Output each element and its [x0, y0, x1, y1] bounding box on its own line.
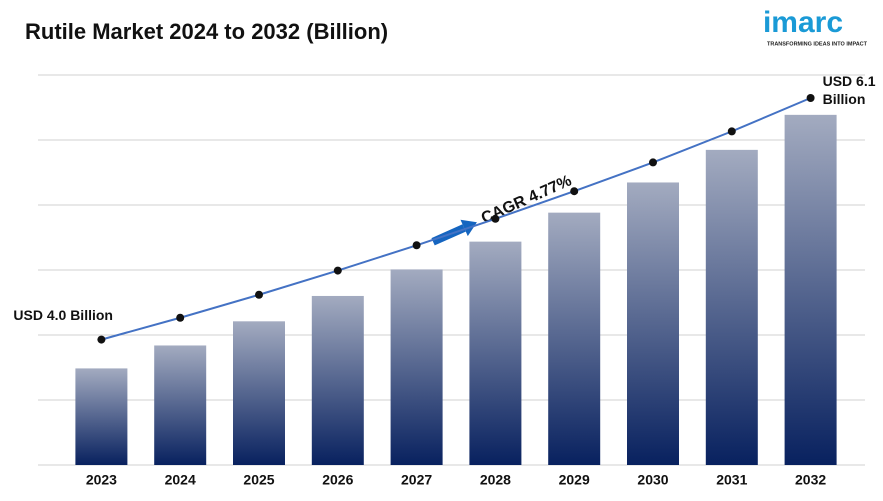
bar	[784, 114, 837, 465]
line-marker	[176, 313, 185, 322]
x-tick-label: 2025	[243, 472, 274, 488]
x-tick-label: 2028	[480, 472, 511, 488]
line-marker	[806, 94, 815, 103]
bar	[390, 269, 443, 465]
x-tick-label: 2023	[86, 472, 117, 488]
x-tick-label: 2030	[637, 472, 668, 488]
chart-title: Rutile Market 2024 to 2032 (Billion)	[25, 19, 388, 44]
line-marker	[649, 158, 657, 167]
bar	[154, 345, 207, 465]
line-marker	[570, 187, 579, 196]
x-tick-label: 2032	[795, 472, 826, 488]
bar	[548, 212, 601, 465]
logo-tagline: TRANSFORMING IDEAS INTO IMPACT	[767, 41, 868, 47]
trend-line	[101, 97, 811, 341]
bar	[311, 295, 364, 465]
line-marker	[412, 241, 421, 250]
bar	[75, 368, 128, 465]
bar	[705, 149, 758, 465]
bar	[233, 321, 285, 465]
line-marker	[97, 335, 106, 344]
x-tick-label: 2031	[716, 472, 747, 488]
bar	[627, 182, 679, 465]
logo: imarc	[763, 6, 843, 39]
value-label: USD 4.0 Billion	[13, 306, 113, 323]
line-marker	[491, 214, 500, 223]
bar	[469, 241, 522, 465]
line-marker	[255, 290, 263, 299]
value-label: USD 6.1 Billion	[822, 73, 876, 107]
line-marker	[333, 266, 342, 275]
x-tick-label: 2024	[165, 472, 196, 488]
x-tick-label: 2027	[401, 472, 432, 488]
x-tick-label: 2029	[559, 472, 590, 488]
x-tick-label: 2026	[322, 472, 353, 488]
line-marker	[727, 127, 736, 136]
